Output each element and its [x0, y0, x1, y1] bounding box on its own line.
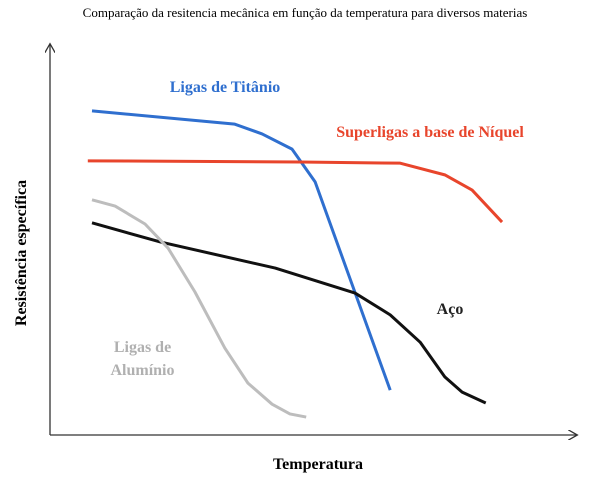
series-line	[87, 159, 504, 224]
series-label: Aço	[436, 301, 464, 318]
series-line	[91, 198, 307, 419]
series-label: Ligas de Alumínio	[110, 339, 175, 379]
series-line	[91, 221, 487, 405]
y-axis-label: Resistência específica	[13, 179, 30, 327]
chart-title: Comparação da resitencia mecânica em fun…	[82, 5, 528, 20]
series-label: Ligas de Titânio	[169, 79, 281, 96]
x-axis-label: Temperatura	[272, 456, 364, 473]
series-line	[91, 109, 392, 391]
series-label: Superligas a base de Níquel	[336, 124, 524, 141]
